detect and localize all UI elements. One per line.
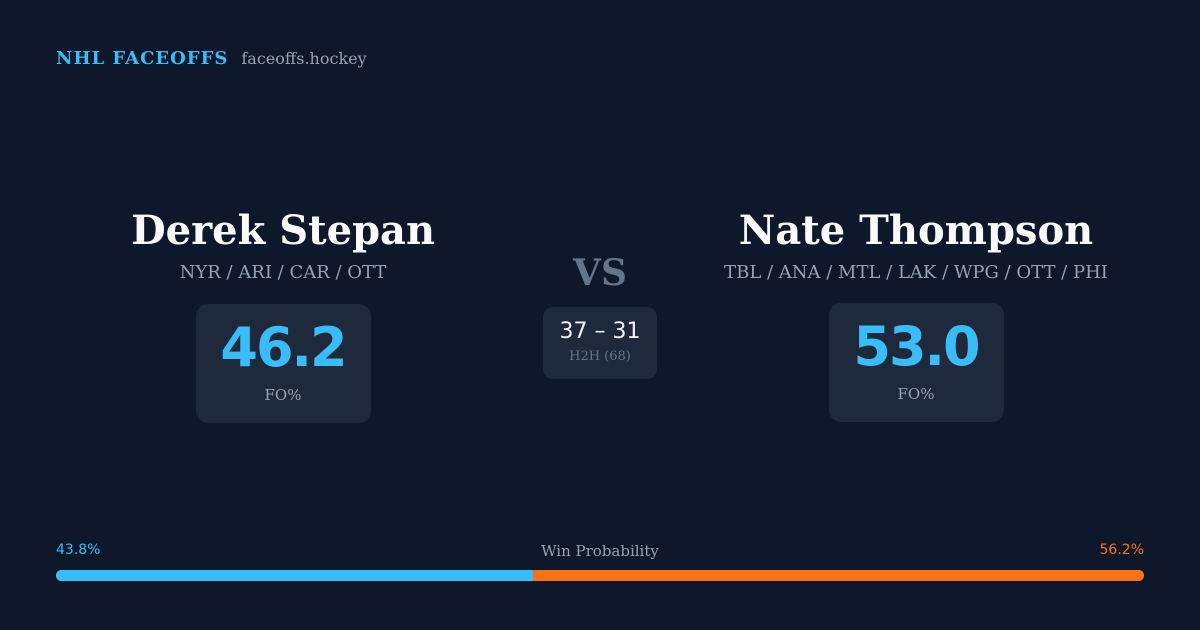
head-to-head-score: 37 – 31 xyxy=(559,319,641,344)
head-to-head-card: 37 – 31 H2H (68) xyxy=(543,307,657,379)
player-name: Derek Stepan xyxy=(130,207,436,254)
brand-url: faceoffs.hockey xyxy=(241,49,367,68)
faceoff-label: FO% xyxy=(897,385,935,403)
win-probability-right: 56.2% xyxy=(1099,542,1144,558)
player-card-right: Nate Thompson TBL / ANA / MTL / LAK / WP… xyxy=(656,205,1176,422)
brand-header: NHL FACEOFFS faceoffs.hockey xyxy=(56,48,367,69)
win-probability-bar xyxy=(56,570,1144,581)
win-probability-bar-left xyxy=(56,570,533,581)
win-probability-left: 43.8% xyxy=(56,542,101,558)
win-probability-title: Win Probability xyxy=(541,542,659,560)
win-probability-labels: 43.8% Win Probability 56.2% xyxy=(56,542,1144,564)
versus-label: VS xyxy=(573,252,627,294)
faceoff-stat-card: 46.2 FO% xyxy=(195,304,371,423)
faceoff-percentage: 53.0 xyxy=(853,315,980,378)
faceoff-label: FO% xyxy=(264,386,302,404)
win-probability-bar-right xyxy=(532,570,1144,581)
faceoff-percentage: 46.2 xyxy=(220,316,347,379)
player-name: Nate Thompson xyxy=(738,207,1094,254)
faceoff-stat-card: 53.0 FO% xyxy=(828,303,1004,422)
player-card-left: Derek Stepan NYR / ARI / CAR / OTT 46.2 … xyxy=(23,205,543,423)
brand-name: NHL FACEOFFS xyxy=(56,48,229,69)
player-teams: NYR / ARI / CAR / OTT xyxy=(179,262,387,283)
player-teams: TBL / ANA / MTL / LAK / WPG / OTT / PHI xyxy=(724,262,1108,283)
head-to-head-label: H2H (68) xyxy=(569,349,631,364)
